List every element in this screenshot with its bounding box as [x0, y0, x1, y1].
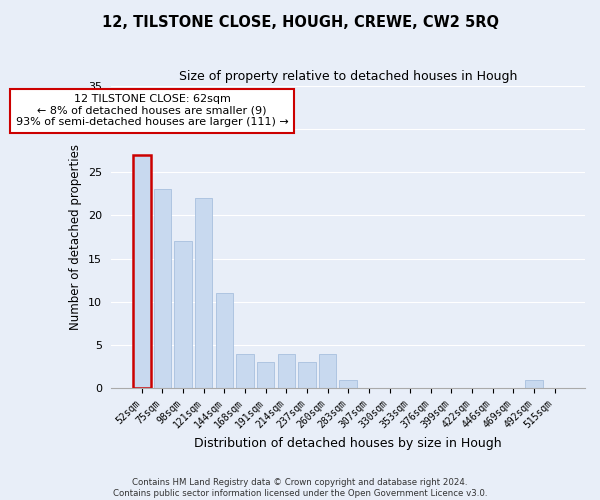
Bar — [236, 354, 254, 388]
Bar — [215, 293, 233, 388]
Bar — [174, 242, 192, 388]
Bar — [298, 362, 316, 388]
Bar — [133, 155, 151, 388]
Bar — [278, 354, 295, 388]
Text: 12, TILSTONE CLOSE, HOUGH, CREWE, CW2 5RQ: 12, TILSTONE CLOSE, HOUGH, CREWE, CW2 5R… — [101, 15, 499, 30]
Y-axis label: Number of detached properties: Number of detached properties — [69, 144, 82, 330]
X-axis label: Distribution of detached houses by size in Hough: Distribution of detached houses by size … — [194, 437, 502, 450]
Bar — [340, 380, 357, 388]
Bar — [525, 380, 543, 388]
Text: Contains HM Land Registry data © Crown copyright and database right 2024.
Contai: Contains HM Land Registry data © Crown c… — [113, 478, 487, 498]
Bar — [319, 354, 337, 388]
Bar — [195, 198, 212, 388]
Text: 12 TILSTONE CLOSE: 62sqm
← 8% of detached houses are smaller (9)
93% of semi-det: 12 TILSTONE CLOSE: 62sqm ← 8% of detache… — [16, 94, 289, 128]
Bar — [257, 362, 274, 388]
Title: Size of property relative to detached houses in Hough: Size of property relative to detached ho… — [179, 70, 517, 83]
Bar — [154, 190, 171, 388]
